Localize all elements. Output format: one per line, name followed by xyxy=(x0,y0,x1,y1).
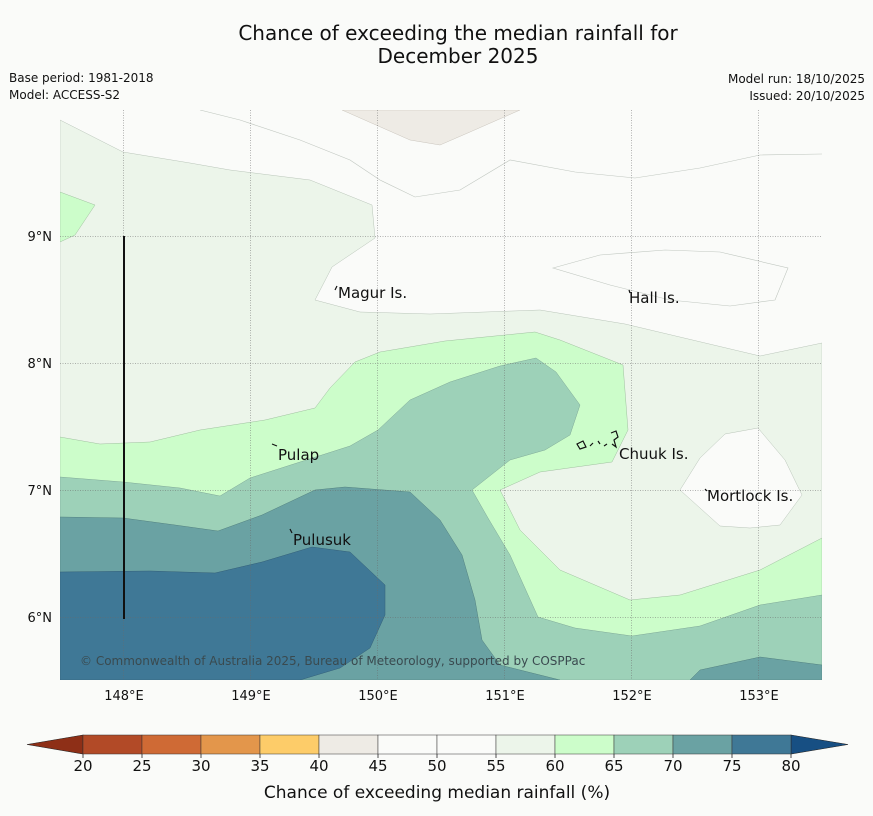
colorbar-tick-40: 40 xyxy=(309,757,328,775)
label-mortlock: Mortlock Is. xyxy=(707,487,793,505)
colorbar-bin-45-50 xyxy=(377,734,438,755)
pulap-island-mark xyxy=(271,443,278,447)
colorbar-tick-45: 45 xyxy=(368,757,387,775)
issued-date: Issued: 20/10/2025 xyxy=(749,89,865,103)
magur-island-mark xyxy=(334,285,338,291)
lat-label-7n: 7°N xyxy=(28,484,53,499)
rainfall-contours xyxy=(60,110,822,680)
colorbar-bin-50-55 xyxy=(436,734,497,755)
colorbar-extend-high xyxy=(790,734,849,755)
colorbar-tick-60: 60 xyxy=(545,757,564,775)
colorbar-tick-65: 65 xyxy=(604,757,623,775)
colorbar-tick-55: 55 xyxy=(486,757,505,775)
lon-label-149e: 149°E xyxy=(231,689,271,704)
hall-island-mark xyxy=(628,289,631,294)
contour-mortlock-pocket xyxy=(679,427,803,529)
lat-label-9n: 9°N xyxy=(28,230,53,245)
model-run: Model run: 18/10/2025 xyxy=(727,72,865,86)
label-pulap: Pulap xyxy=(278,446,319,464)
contour-line-north xyxy=(199,110,822,198)
colorbar-bin-25-30 xyxy=(141,734,202,755)
colorbar-bin-40-45 xyxy=(318,734,379,755)
colorbar-bin-60-65 xyxy=(554,734,615,755)
colorbar-bin-70-75 xyxy=(672,734,733,755)
label-magur: Magur Is. xyxy=(338,284,407,302)
colorbar-bin-20-25 xyxy=(82,734,143,755)
lon-label-152e: 152°E xyxy=(612,689,652,704)
colorbar-bin-55-60 xyxy=(495,734,556,755)
lon-label-151e: 151°E xyxy=(485,689,525,704)
colorbar-bin-75-80 xyxy=(731,734,792,755)
colorbar-extend-low xyxy=(26,734,84,755)
model-name: Model: ACCESS-S2 xyxy=(9,88,121,102)
base-period: Base period: 1981-2018 xyxy=(9,71,154,85)
label-chuuk: Chuuk Is. xyxy=(619,445,688,463)
colorbar-tick-80: 80 xyxy=(781,757,800,775)
contour-60-65-nw xyxy=(60,191,96,243)
lon-label-150e: 150°E xyxy=(358,689,398,704)
mortlock-island-mark xyxy=(704,488,708,492)
colorbar-bin-30-35 xyxy=(200,734,261,755)
title-line-1: Chance of exceeding the median rainfall … xyxy=(238,21,678,45)
label-hall: Hall Is. xyxy=(629,289,680,307)
map-title: Chance of exceeding the median rainfall … xyxy=(0,22,873,68)
colorbar-tick-75: 75 xyxy=(722,757,741,775)
colorbar-tick-35: 35 xyxy=(250,757,269,775)
contour-40-45 xyxy=(341,110,521,146)
colorbar-tick-50: 50 xyxy=(427,757,446,775)
label-pulusuk: Pulusuk xyxy=(293,531,351,549)
lat-label-6n: 6°N xyxy=(28,611,53,626)
colorbar-label: Chance of exceeding median rainfall (%) xyxy=(264,783,610,803)
lon-label-153e: 153°E xyxy=(739,689,779,704)
colorbar-tick-30: 30 xyxy=(191,757,210,775)
colorbar-tick-20: 20 xyxy=(73,757,92,775)
islands xyxy=(271,285,708,534)
colorbar: 20 25 30 35 40 45 50 55 60 65 70 75 80 xyxy=(26,734,849,775)
contour-line-hall xyxy=(551,249,789,307)
pulusuk-island-mark xyxy=(289,528,293,534)
chuuk-island-mark xyxy=(576,430,619,450)
colorbar-bin-65-70 xyxy=(613,734,674,755)
colorbar-tick-70: 70 xyxy=(663,757,682,775)
colorbar-bin-35-40 xyxy=(259,734,320,755)
contour-75-80 xyxy=(60,546,386,680)
lon-label-148e: 148°E xyxy=(104,689,144,704)
colorbar-tick-25: 25 xyxy=(132,757,151,775)
meta-left: Base period: 1981-2018 Model: ACCESS-S2 xyxy=(9,70,154,104)
copyright-note: © Commonwealth of Australia 2025, Bureau… xyxy=(80,654,585,668)
title-line-2: December 2025 xyxy=(377,44,539,68)
contour-70-75-east xyxy=(689,656,822,680)
meta-right: Model run: 18/10/2025 Issued: 20/10/2025 xyxy=(728,71,865,105)
lat-label-8n: 8°N xyxy=(28,357,53,372)
graticule xyxy=(60,110,822,680)
